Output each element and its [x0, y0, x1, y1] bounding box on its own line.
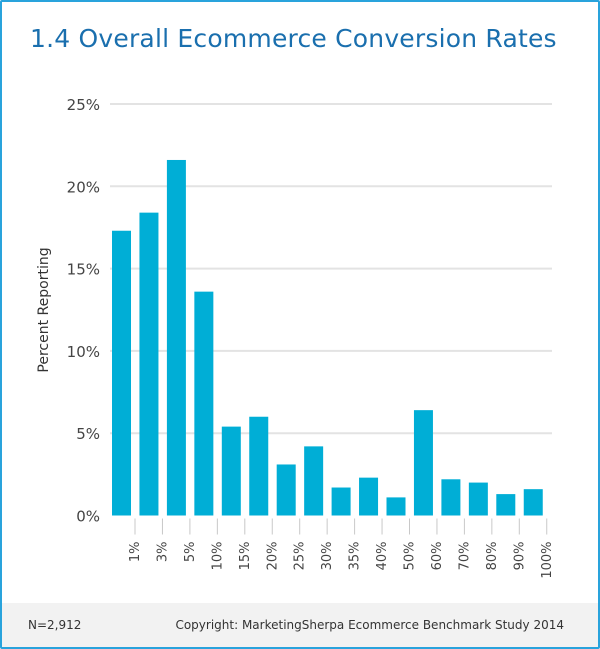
x-tick-label: 80%: [485, 542, 500, 571]
x-tick-label: 40%: [375, 542, 390, 571]
x-tick-label: 10%: [210, 542, 225, 571]
y-tick-label: 10%: [67, 343, 100, 361]
x-tick-label: 25%: [293, 542, 308, 571]
x-tick-label: 3%: [155, 542, 170, 563]
y-tick-label: 25%: [67, 96, 100, 114]
bar: [166, 159, 186, 516]
y-tick-label: 15%: [67, 261, 100, 279]
sample-size: N=2,912: [28, 618, 82, 632]
bar: [249, 416, 269, 516]
x-tick-label: 35%: [348, 542, 363, 571]
x-tick-label: 100%: [540, 542, 555, 579]
y-axis-label: Percent Reporting: [36, 247, 52, 372]
x-tick-label: 5%: [183, 542, 198, 563]
x-tick-label: 90%: [512, 542, 527, 571]
bar: [413, 410, 433, 516]
x-tick-label: 50%: [403, 542, 418, 571]
x-tick-label: 15%: [238, 542, 253, 571]
y-tick-label: 5%: [76, 425, 100, 443]
copyright: Copyright: MarketingSherpa Ecommerce Ben…: [175, 618, 564, 632]
x-tick-label: 1%: [128, 542, 143, 563]
y-tick-label: 0%: [76, 508, 100, 526]
bar: [331, 487, 351, 516]
bar: [194, 291, 214, 516]
bar: [523, 489, 543, 516]
x-tick-label: 20%: [265, 542, 280, 571]
bar: [112, 230, 131, 516]
bar: [276, 464, 296, 516]
footer: N=2,912 Copyright: MarketingSherpa Ecomm…: [2, 603, 598, 647]
chart-title: 1.4 Overall Ecommerce Conversion Rates: [30, 24, 557, 53]
y-tick-label: 20%: [67, 178, 100, 196]
bar: [359, 477, 379, 516]
bar: [386, 497, 406, 516]
x-tick-label: 70%: [457, 542, 472, 571]
bar: [304, 446, 324, 516]
bar: [468, 482, 488, 516]
x-tick-label: 60%: [430, 542, 445, 571]
bar: [496, 494, 516, 516]
x-tick-label: 30%: [320, 542, 335, 571]
bar: [139, 212, 159, 516]
bar: [441, 479, 461, 516]
bar: [221, 426, 241, 516]
